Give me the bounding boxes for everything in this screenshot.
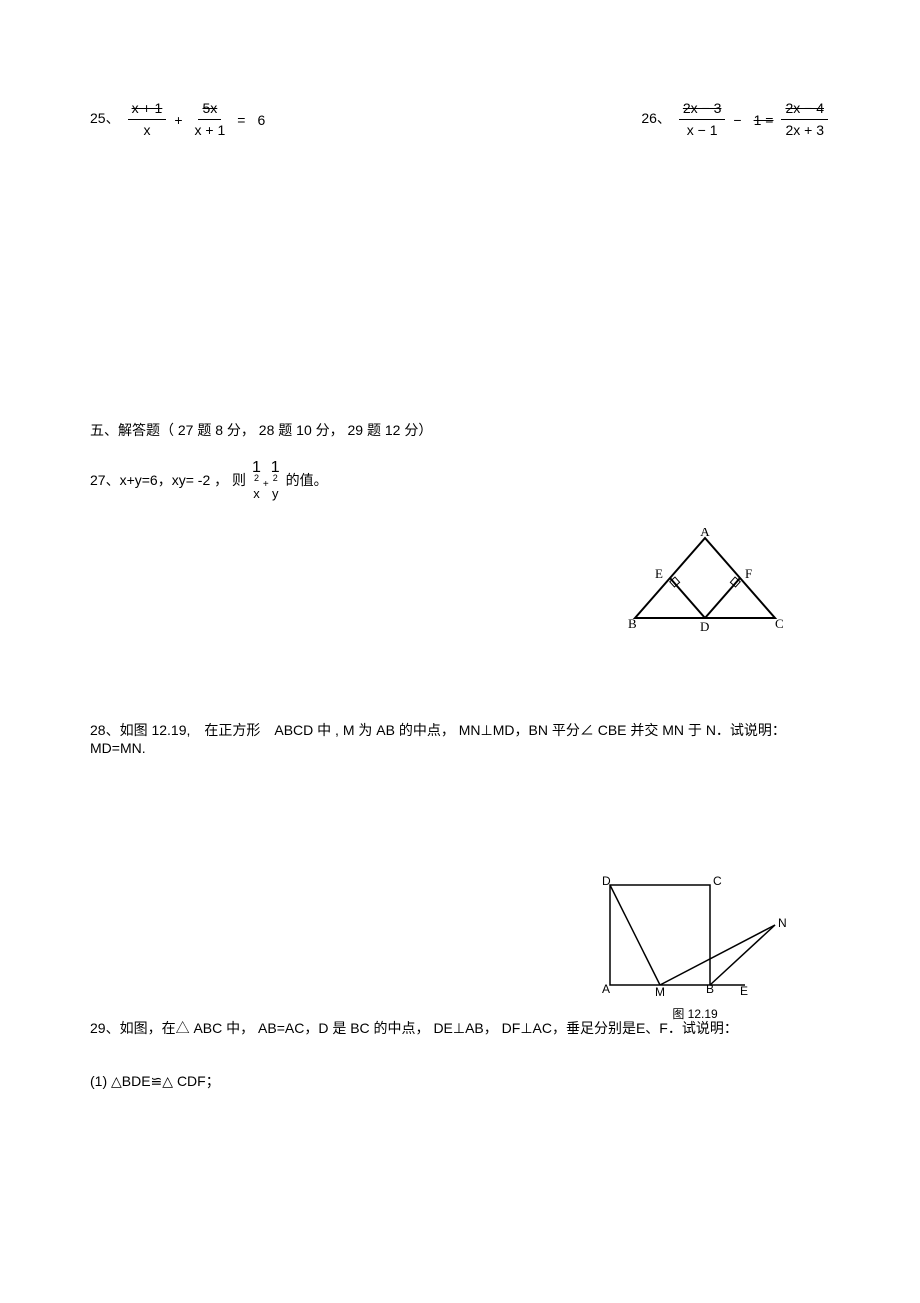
q26-number: 26、 (641, 100, 671, 128)
svg-text:C: C (713, 875, 722, 888)
q28-svg: A B C D M N E (600, 875, 790, 1000)
triangle-figure: A B C D E F (620, 528, 790, 641)
svg-text:C: C (775, 616, 784, 631)
q25-frac2: 5x x + 1 (191, 100, 230, 139)
triangle-svg: A B C D E F (620, 528, 790, 638)
q27-expression: 1 2 x + 1 2 y (250, 460, 282, 500)
svg-text:A: A (700, 528, 710, 539)
svg-text:N: N (778, 916, 787, 930)
question-29-sub1: (1) △BDE≌△ CDF； (90, 1071, 830, 1091)
q25-number: 25、 (90, 100, 120, 128)
q26-op1: − (733, 100, 741, 140)
svg-text:F: F (745, 566, 752, 581)
svg-text:B: B (706, 982, 714, 996)
equations-row: 25、 x + 1 x + 5x x + 1 = 6 26、 2x − 3 x … (90, 100, 830, 140)
q25-rhs: 6 (257, 100, 265, 140)
svg-text:B: B (628, 616, 637, 631)
q27-term2: 1 2 y (271, 460, 280, 500)
q26-frac1: 2x − 3 x − 1 (679, 100, 726, 139)
q26-frac2: 2x − 4 2x + 3 (781, 100, 828, 139)
q28-caption: 图 12.19 (600, 1005, 790, 1022)
svg-text:M: M (655, 985, 665, 999)
q27-number: 27、 (90, 470, 120, 490)
q27-term1: 1 2 x (252, 460, 261, 500)
q25-op1: + (174, 100, 182, 140)
q25-eq: = (237, 100, 245, 140)
svg-text:D: D (602, 875, 611, 888)
question-27: 27、 x+y=6，xy= -2 ， 则 1 2 x + 1 2 y 的值。 (90, 460, 830, 500)
q27-post: 的值。 (286, 470, 328, 490)
question-25: 25、 x + 1 x + 5x x + 1 = 6 (90, 100, 271, 140)
q25-equation: x + 1 x + 5x x + 1 = 6 (126, 100, 272, 140)
q27-pre: x+y=6，xy= -2 ， 则 (120, 470, 246, 490)
q25-frac1: x + 1 x (128, 100, 167, 139)
svg-text:D: D (700, 619, 709, 634)
q26-mid: 1 = (754, 100, 774, 140)
svg-text:E: E (740, 984, 748, 998)
q26-equation: 2x − 3 x − 1 − 1 = 2x − 4 2x + 3 (677, 100, 830, 140)
question-26: 26、 2x − 3 x − 1 − 1 = 2x − 4 2x + 3 (641, 100, 830, 140)
q27-plus: + (263, 479, 269, 490)
section-5-heading: 五、解答题（ 27 题 8 分， 28 题 10 分， 29 题 12 分） (90, 420, 830, 440)
q28-figure: A B C D M N E 图 12.19 (600, 875, 790, 1022)
svg-text:E: E (655, 566, 663, 581)
question-28-text: 28、如图 12.19, 在正方形 ABCD 中 , M 为 AB 的中点， M… (90, 720, 830, 756)
svg-text:A: A (602, 982, 610, 996)
